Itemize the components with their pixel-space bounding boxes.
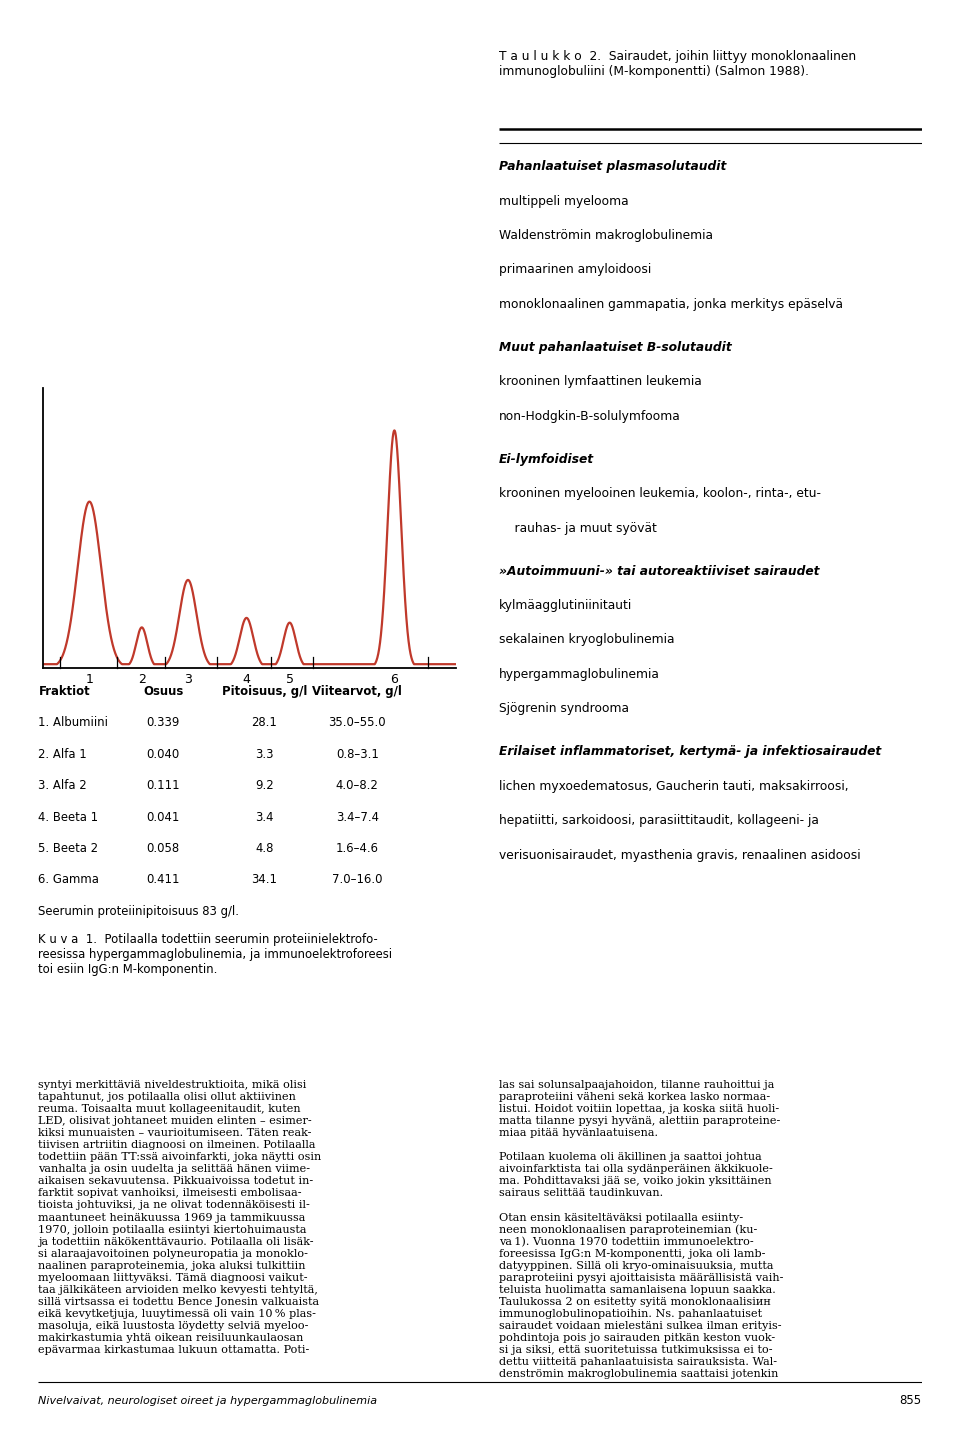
- Text: maantuneet heinäkuussa 1969 ja tammikuussa: maantuneet heinäkuussa 1969 ja tammikuus…: [38, 1212, 306, 1222]
- Text: listui. Hoidot voitiin lopettaa, ja koska siitä huoli-: listui. Hoidot voitiin lopettaa, ja kosk…: [499, 1104, 780, 1114]
- Text: 35.0–55.0: 35.0–55.0: [328, 717, 386, 729]
- Text: 0.339: 0.339: [146, 717, 180, 729]
- Text: si alaraajavoitoinen polyneuropatia ja monoklo-: si alaraajavoitoinen polyneuropatia ja m…: [38, 1249, 308, 1259]
- Text: Waldenströmin makroglobulinemia: Waldenströmin makroglobulinemia: [499, 228, 713, 241]
- Text: 7.0–16.0: 7.0–16.0: [332, 873, 383, 886]
- Text: foreesissa IgG:n M-komponentti, joka oli lamb-: foreesissa IgG:n M-komponentti, joka oli…: [499, 1249, 765, 1259]
- Text: farktit sopivat vanhoiksi, ilmeisesti embolisaa-: farktit sopivat vanhoiksi, ilmeisesti em…: [38, 1189, 301, 1199]
- Text: 3.4: 3.4: [255, 810, 274, 824]
- Text: 0.111: 0.111: [146, 780, 180, 793]
- Text: todettiin pään TT:ssä aivoinfarkti, joka näytti osin: todettiin pään TT:ssä aivoinfarkti, joka…: [38, 1152, 322, 1162]
- Text: matta tilanne pysyi hyvänä, alettiin paraproteine-: matta tilanne pysyi hyvänä, alettiin par…: [499, 1116, 780, 1126]
- Text: neen monoklonaalisen paraproteinemian (ku-: neen monoklonaalisen paraproteinemian (k…: [499, 1225, 757, 1235]
- Text: T a u l u k k o  2.  Sairaudet, joihin liittyy monoklonaalinen
immunoglobuliini : T a u l u k k o 2. Sairaudet, joihin lii…: [499, 50, 856, 78]
- Text: hepatiitti, sarkoidoosi, parasiittitaudit, kollageeni- ja: hepatiitti, sarkoidoosi, parasiittitaudi…: [499, 814, 819, 827]
- Text: tapahtunut, jos potilaalla olisi ollut aktiivinen: tapahtunut, jos potilaalla olisi ollut a…: [38, 1091, 297, 1101]
- Text: monoklonaalinen gammapatia, jonka merkitys epäselvä: monoklonaalinen gammapatia, jonka merkit…: [499, 297, 843, 310]
- Text: 0.040: 0.040: [146, 748, 180, 761]
- Text: Nivelvaivat, neurologiset oireet ja hypergammaglobulinemia: Nivelvaivat, neurologiset oireet ja hype…: [38, 1396, 377, 1406]
- Text: krooninen lymfaattinen leukemia: krooninen lymfaattinen leukemia: [499, 375, 702, 388]
- Text: Muut pahanlaatuiset B-solutaudit: Muut pahanlaatuiset B-solutaudit: [499, 340, 732, 353]
- Text: 4.0–8.2: 4.0–8.2: [336, 780, 378, 793]
- Text: kylmäagglutiniinitauti: kylmäagglutiniinitauti: [499, 599, 633, 612]
- Text: sillä virtsassa ei todettu Bence Jonesin valkuaista: sillä virtsassa ei todettu Bence Jonesin…: [38, 1297, 320, 1307]
- Text: 0.8–3.1: 0.8–3.1: [336, 748, 379, 761]
- Text: 0.411: 0.411: [146, 873, 180, 886]
- Text: naalinen paraproteinemia, joka aluksi tulkittiin: naalinen paraproteinemia, joka aluksi tu…: [38, 1261, 306, 1271]
- Text: tioista johtuviksi, ja ne olivat todennäköisesti il-: tioista johtuviksi, ja ne olivat todennä…: [38, 1200, 310, 1211]
- Text: aivoinfarktista tai olla sydänperäinen äkkikuole-: aivoinfarktista tai olla sydänperäinen ä…: [499, 1165, 773, 1175]
- Text: 1970, jolloin potilaalla esiintyi kiertohuimausta: 1970, jolloin potilaalla esiintyi kierto…: [38, 1225, 307, 1235]
- Text: eikä kevytketjuja, luuytimessä oli vain 10 % plas-: eikä kevytketjuja, luuytimessä oli vain …: [38, 1310, 316, 1320]
- Text: 28.1: 28.1: [252, 717, 277, 729]
- Text: 3.4–7.4: 3.4–7.4: [336, 810, 379, 824]
- Text: »Autoimmuuni-» tai autoreaktiiviset sairaudet: »Autoimmuuni-» tai autoreaktiiviset sair…: [499, 564, 820, 577]
- Text: 1.6–4.6: 1.6–4.6: [336, 841, 379, 854]
- Text: aikaisen sekavuutensa. Pikkuaivoissa todetut in-: aikaisen sekavuutensa. Pikkuaivoissa tod…: [38, 1176, 314, 1186]
- Text: miaa pitää hyvänlaatuisena.: miaa pitää hyvänlaatuisena.: [499, 1129, 659, 1139]
- Text: non-Hodgkin-B-solulymfooma: non-Hodgkin-B-solulymfooma: [499, 409, 681, 422]
- Text: 855: 855: [900, 1394, 922, 1407]
- Text: 2. Alfa 1: 2. Alfa 1: [38, 748, 87, 761]
- Text: multippeli myelooma: multippeli myelooma: [499, 194, 629, 208]
- Text: Sjögrenin syndrooma: Sjögrenin syndrooma: [499, 702, 629, 715]
- Text: sairaudet voidaan mielestäni sulkea ilman erityis-: sairaudet voidaan mielestäni sulkea ilma…: [499, 1321, 781, 1331]
- Text: pohdintoja pois jo sairauden pitkän keston vuok-: pohdintoja pois jo sairauden pitkän kest…: [499, 1333, 776, 1343]
- Text: Erilaiset inflammatoriset, kertymä- ja infektiosairaudet: Erilaiset inflammatoriset, kertymä- ja i…: [499, 745, 881, 758]
- Text: epävarmaa kirkastumaa lukuun ottamatta. Poti-: epävarmaa kirkastumaa lukuun ottamatta. …: [38, 1346, 310, 1356]
- Text: paraproteiini pysyi ajoittaisista määrällisistä vaih-: paraproteiini pysyi ajoittaisista määräl…: [499, 1272, 783, 1282]
- Text: LED, olisivat johtaneet muiden elinten – esimer-: LED, olisivat johtaneet muiden elinten –…: [38, 1116, 312, 1126]
- Text: las sai solunsalpaajahoidon, tilanne rauhoittui ja: las sai solunsalpaajahoidon, tilanne rau…: [499, 1080, 775, 1090]
- Text: 3. Alfa 2: 3. Alfa 2: [38, 780, 87, 793]
- Text: 0.058: 0.058: [147, 841, 180, 854]
- Text: verisuonisairaudet, myasthenia gravis, renaalinen asidoosi: verisuonisairaudet, myasthenia gravis, r…: [499, 849, 861, 862]
- Text: Otan ensin käsiteltäväksi potilaalla esiinty-: Otan ensin käsiteltäväksi potilaalla esi…: [499, 1212, 743, 1222]
- Text: sekalainen kryoglobulinemia: sekalainen kryoglobulinemia: [499, 633, 675, 646]
- Text: primaarinen amyloidoosi: primaarinen amyloidoosi: [499, 263, 652, 276]
- Text: datyyppinen. Sillä oli kryo-ominaisuuksia, mutta: datyyppinen. Sillä oli kryo-ominaisuuksi…: [499, 1261, 774, 1271]
- Text: 4. Beeta 1: 4. Beeta 1: [38, 810, 99, 824]
- Text: Osuus: Osuus: [143, 685, 183, 698]
- Text: 34.1: 34.1: [252, 873, 277, 886]
- Text: rauhas- ja muut syövät: rauhas- ja muut syövät: [499, 521, 657, 534]
- Text: lichen myxoedematosus, Gaucherin tauti, maksakirroosi,: lichen myxoedematosus, Gaucherin tauti, …: [499, 780, 849, 793]
- Text: 9.2: 9.2: [255, 780, 274, 793]
- Text: K u v a  1.  Potilaalla todettiin seerumin proteiinielektrofo-
reesissa hypergam: K u v a 1. Potilaalla todettiin seerumin…: [38, 933, 393, 976]
- Text: va 1). Vuonna 1970 todettiin immunoelektro-: va 1). Vuonna 1970 todettiin immunoelekt…: [499, 1236, 754, 1246]
- Text: krooninen myelooinen leukemia, koolon-, rinta-, etu-: krooninen myelooinen leukemia, koolon-, …: [499, 487, 821, 500]
- Text: hypergammaglobulinemia: hypergammaglobulinemia: [499, 668, 660, 681]
- Text: denströmin makroglobulinemia saattaisi jotenkin: denströmin makroglobulinemia saattaisi j…: [499, 1370, 779, 1380]
- Text: ja todettiin näkökenttävaurio. Potilaalla oli lisäk-: ja todettiin näkökenttävaurio. Potilaall…: [38, 1236, 314, 1246]
- Text: Pahanlaatuiset plasmasolutaudit: Pahanlaatuiset plasmasolutaudit: [499, 161, 727, 174]
- Text: 5. Beeta 2: 5. Beeta 2: [38, 841, 99, 854]
- Text: Viitearvot, g/l: Viitearvot, g/l: [312, 685, 402, 698]
- Text: teluista huolimatta samanlaisena lopuun saakka.: teluista huolimatta samanlaisena lopuun …: [499, 1285, 776, 1295]
- Text: Fraktiot: Fraktiot: [38, 685, 90, 698]
- Text: Seerumin proteiinipitoisuus 83 g/l.: Seerumin proteiinipitoisuus 83 g/l.: [38, 905, 239, 918]
- Text: 1. Albumiini: 1. Albumiini: [38, 717, 108, 729]
- Text: kiksi munuaisten – vaurioitumiseen. Täten reak-: kiksi munuaisten – vaurioitumiseen. Täte…: [38, 1129, 312, 1139]
- Text: Ei-lymfoidiset: Ei-lymfoidiset: [499, 452, 594, 465]
- Text: 4.8: 4.8: [255, 841, 274, 854]
- Text: 3.3: 3.3: [255, 748, 274, 761]
- Text: reuma. Toisaalta muut kollageenitaudit, kuten: reuma. Toisaalta muut kollageenitaudit, …: [38, 1104, 301, 1114]
- Text: Taulukossa 2 on esitetty syitä monoklonaalisiин: Taulukossa 2 on esitetty syitä monoklona…: [499, 1297, 771, 1307]
- Text: makirkastumia yhtä oikean reisiluunkaulaosan: makirkastumia yhtä oikean reisiluunkaula…: [38, 1333, 303, 1343]
- Text: sairaus selittää taudinkuvan.: sairaus selittää taudinkuvan.: [499, 1189, 663, 1199]
- Text: taa jälkikäteen arvioiden melko kevyesti tehtyltä,: taa jälkikäteen arvioiden melko kevyesti…: [38, 1285, 319, 1295]
- Text: dettu viitteitä pahanlaatuisista sairauksista. Wal-: dettu viitteitä pahanlaatuisista sairauk…: [499, 1357, 778, 1367]
- Text: syntyi merkittäviä niveldestruktioita, mikä olisi: syntyi merkittäviä niveldestruktioita, m…: [38, 1080, 307, 1090]
- Text: vanhalta ja osin uudelta ja selittää hänen viime-: vanhalta ja osin uudelta ja selittää hän…: [38, 1165, 310, 1175]
- Text: paraproteiini väheni sekä korkea lasko normaa-: paraproteiini väheni sekä korkea lasko n…: [499, 1091, 770, 1101]
- Text: 0.041: 0.041: [146, 810, 180, 824]
- Text: ma. Pohdittavaksi jää se, voiko jokin yksittäinen: ma. Pohdittavaksi jää se, voiko jokin yk…: [499, 1176, 772, 1186]
- Text: Potilaan kuolema oli äkillinen ja saattoi johtua: Potilaan kuolema oli äkillinen ja saatto…: [499, 1152, 762, 1162]
- Text: 6. Gamma: 6. Gamma: [38, 873, 99, 886]
- Text: Pitoisuus, g/l: Pitoisuus, g/l: [222, 685, 307, 698]
- Text: tiivisen artriitin diagnoosi on ilmeinen. Potilaalla: tiivisen artriitin diagnoosi on ilmeinen…: [38, 1140, 316, 1150]
- Text: immunoglobulinopatioihin. Ns. pahanlaatuiset: immunoglobulinopatioihin. Ns. pahanlaatu…: [499, 1310, 762, 1320]
- Text: myeloomaan liittyväksi. Tämä diagnoosi vaikut-: myeloomaan liittyväksi. Tämä diagnoosi v…: [38, 1272, 308, 1282]
- Text: masoluja, eikä luustosta löydetty selviä myeloo-: masoluja, eikä luustosta löydetty selviä…: [38, 1321, 309, 1331]
- Text: si ja siksi, että suoritetuissa tutkimuksissa ei to-: si ja siksi, että suoritetuissa tutkimuk…: [499, 1346, 773, 1356]
